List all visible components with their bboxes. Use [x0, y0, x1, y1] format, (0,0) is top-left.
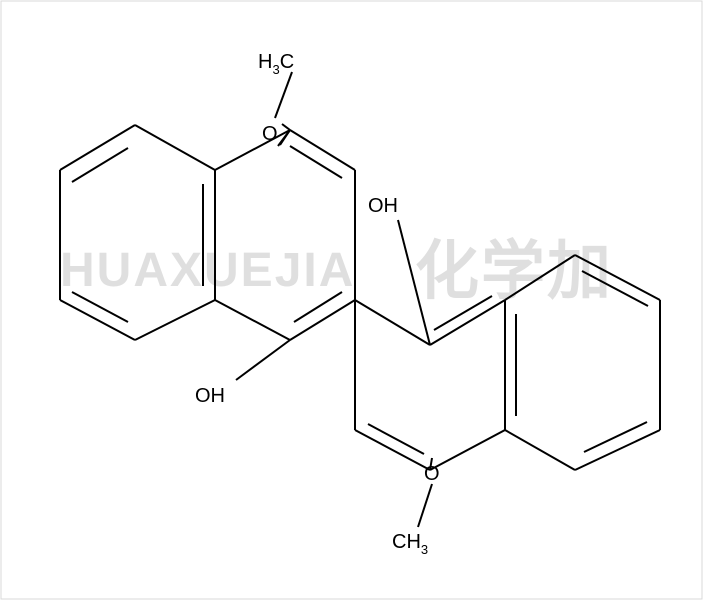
label-O-bot: O — [424, 463, 440, 485]
label-OH-left: OH — [195, 385, 225, 407]
naphthalene-bottom — [355, 255, 660, 470]
bot-O-to-CH3 — [418, 484, 432, 527]
label-ch3-top: H3C — [258, 51, 294, 77]
diagram-stage: HUAXUEJIA 化学加 — [0, 0, 703, 600]
bond-C1p-to-OH — [398, 220, 430, 345]
top-C-to-O — [282, 124, 290, 130]
top-O-to-CH3 — [275, 72, 292, 118]
label-OH-right: OH — [368, 195, 398, 217]
label-ch3-bot: CH3 — [392, 531, 428, 557]
naphthalene-top — [60, 125, 355, 340]
bond-C1-OH-top — [236, 340, 290, 380]
frame-rect — [1, 1, 702, 599]
label-O-top: O — [262, 123, 278, 145]
biaryl-bond — [355, 300, 430, 345]
molecule-svg: H3C O OH OH O CH3 — [0, 0, 703, 600]
